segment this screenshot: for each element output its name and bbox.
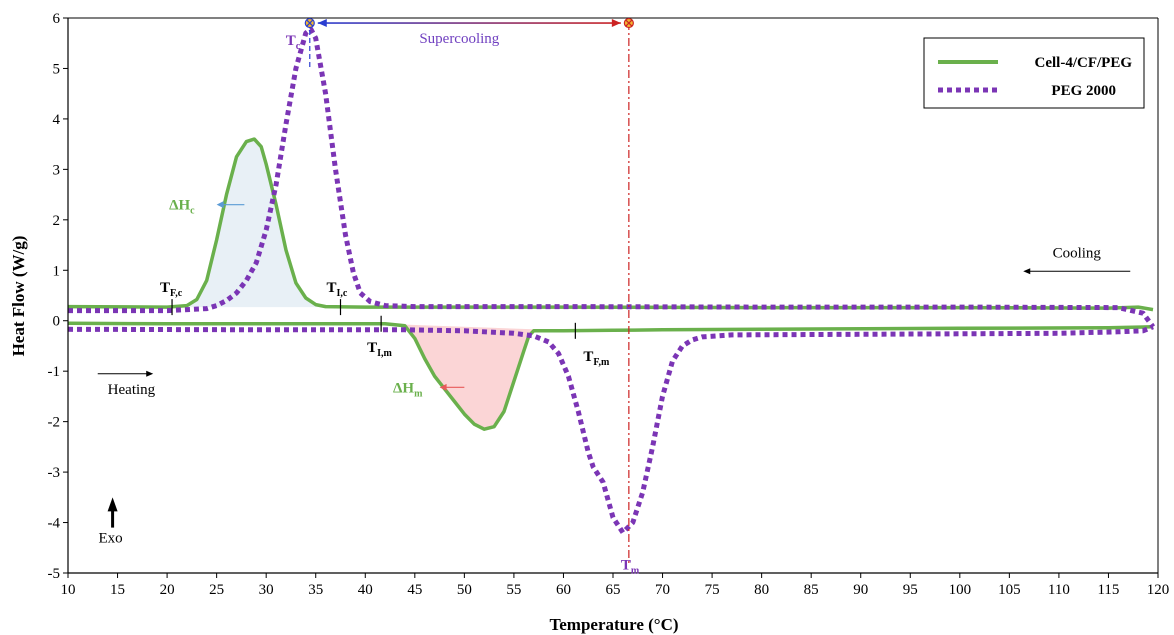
x-tick-label: 80 xyxy=(754,582,769,598)
x-tick-label: 40 xyxy=(358,582,373,598)
legend-box xyxy=(923,37,1145,109)
label-delta-hm: ΔHm xyxy=(393,380,423,399)
y-axis-title: Heat Flow (W/g) xyxy=(9,236,28,357)
melting-area xyxy=(381,323,576,430)
y-tick-label: -4 xyxy=(48,516,61,532)
series-cell-segment-1 xyxy=(67,321,1154,431)
y-tick-label: -3 xyxy=(48,465,61,481)
tm-endpoint-cross xyxy=(625,19,633,27)
cooling-arrowhead xyxy=(1023,268,1031,275)
x-tick-label: 120 xyxy=(1147,582,1170,598)
supercooling-label: Supercooling xyxy=(419,31,499,47)
heating-label: Heating xyxy=(108,382,156,398)
axes-layer: 10 15 20 25 30 35 40 45 50 55 60 65 70 75 80 85 90 95 100 1… xyxy=(48,11,1170,598)
x-tick-label: 110 xyxy=(1048,582,1070,598)
heating-arrowhead xyxy=(146,370,154,377)
label-tf-m: TF,m xyxy=(583,349,610,368)
x-tick-label: 90 xyxy=(853,582,868,598)
legend-label-peg: PEG 2000 xyxy=(1051,83,1116,99)
x-tick-label: 50 xyxy=(457,582,472,598)
x-tick-label: 30 xyxy=(259,582,274,598)
dhc-arrowhead xyxy=(216,201,224,209)
x-tick-label: 60 xyxy=(556,582,571,598)
series-layer xyxy=(67,26,1156,536)
x-tick-label: 75 xyxy=(705,582,720,598)
label-tc: Tc xyxy=(286,33,301,52)
x-tick-label: 25 xyxy=(209,582,224,598)
supercooling-arrowhead-left xyxy=(317,19,327,28)
x-tick-label: 20 xyxy=(160,582,175,598)
y-tick-label: -5 xyxy=(48,566,61,582)
cooling-label: Cooling xyxy=(1053,246,1102,262)
x-axis-title: Temperature (°C) xyxy=(549,615,678,634)
x-tick-label: 115 xyxy=(1097,582,1119,598)
exo-arrowhead xyxy=(107,497,118,512)
supercooling-arrowhead-right xyxy=(611,19,621,28)
label-delta-hc: ΔHc xyxy=(169,198,195,217)
x-tick-label: 65 xyxy=(606,582,621,598)
annotations-layer: TF,c TI,c TI,m TF,m Tc Tm Supercooling ΔHc ΔHm Co… xyxy=(97,17,1131,576)
y-tick-label: 6 xyxy=(53,11,61,27)
x-tick-label: 70 xyxy=(655,582,670,598)
x-tick-label: 85 xyxy=(804,582,819,598)
y-tick-label: -2 xyxy=(48,415,61,431)
series-peg-segment-1 xyxy=(67,324,1154,536)
y-tick-label: 4 xyxy=(53,112,61,128)
y-tick-label: -1 xyxy=(48,364,61,380)
x-tick-label: 15 xyxy=(110,582,125,598)
exo-label: Exo xyxy=(99,531,123,547)
supercooling-arrow-line xyxy=(317,22,621,24)
x-tick-label: 55 xyxy=(506,582,521,598)
y-tick-label: 5 xyxy=(53,61,61,77)
legend: Cell-4/CF/PEG PEG 2000 xyxy=(923,37,1145,109)
y-tick-label: 2 xyxy=(53,213,61,229)
crystallization-area xyxy=(172,139,341,308)
series-peg-segment-0 xyxy=(68,26,1156,329)
y-tick-label: 0 xyxy=(53,314,61,330)
x-tick-label: 35 xyxy=(308,582,323,598)
label-ti-c: TI,c xyxy=(327,280,348,299)
x-tick-label: 95 xyxy=(903,582,918,598)
tc-endpoint-cross xyxy=(306,19,314,27)
legend-label-cell: Cell-4/CF/PEG xyxy=(1035,55,1133,71)
fills-layer xyxy=(172,139,576,430)
x-tick-label: 105 xyxy=(998,582,1021,598)
x-tick-label: 45 xyxy=(407,582,422,598)
label-ti-m: TI,m xyxy=(367,340,392,359)
y-tick-label: 1 xyxy=(53,263,61,279)
x-tick-label: 10 xyxy=(61,582,76,598)
label-tf-c: TF,c xyxy=(160,280,183,299)
y-tick-label: 3 xyxy=(53,162,61,178)
label-tm: Tm xyxy=(621,557,640,576)
x-tick-label: 100 xyxy=(949,582,972,598)
dhm-arrowhead xyxy=(439,383,447,391)
